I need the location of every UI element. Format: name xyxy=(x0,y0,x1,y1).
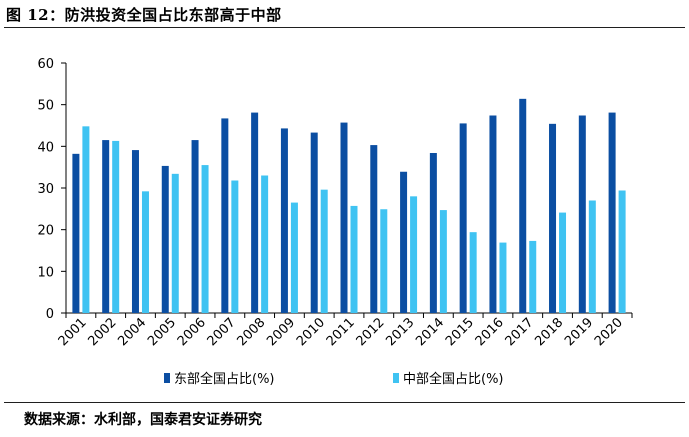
bar-central xyxy=(588,200,596,313)
legend-central-label: 中部全国占比(%) xyxy=(403,371,504,387)
bar-east xyxy=(549,123,557,313)
figure-title: 图 12：防洪投资全国占比东部高于中部 xyxy=(6,6,282,24)
x-tick-label: 2008 xyxy=(234,315,268,349)
x-tick-label: 2012 xyxy=(354,315,388,349)
x-tick-label: 2014 xyxy=(413,315,447,349)
bar-east xyxy=(370,145,378,313)
legend-east-swatch xyxy=(164,373,170,383)
bar-central xyxy=(380,209,388,313)
bar-east xyxy=(161,165,169,313)
bar-east xyxy=(310,132,318,313)
bar-east xyxy=(489,115,497,313)
bars xyxy=(72,98,626,314)
bar-east xyxy=(191,140,199,313)
y-tick-label: 60 xyxy=(37,57,54,72)
bar-east xyxy=(400,171,408,313)
x-tick-label: 2010 xyxy=(294,315,328,349)
x-tick-label: 2005 xyxy=(145,315,179,349)
bar-east xyxy=(72,153,80,313)
x-tick-label: 2001 xyxy=(56,315,90,349)
x-tick-label: 2011 xyxy=(324,315,358,349)
y-tick-label: 20 xyxy=(37,224,54,239)
bar-central xyxy=(439,210,447,313)
bar-central xyxy=(141,191,149,313)
x-tick-label: 2007 xyxy=(205,315,239,349)
bar-central xyxy=(350,205,358,313)
x-axis: 2001200220042005200620072008200920102011… xyxy=(56,312,633,349)
x-tick-label: 2002 xyxy=(86,315,120,349)
bar-east xyxy=(429,153,437,313)
x-tick-label: 2018 xyxy=(532,315,566,349)
bar-central xyxy=(171,173,179,313)
bar-central xyxy=(410,196,418,313)
bar-central xyxy=(201,165,209,313)
bar-central xyxy=(499,242,507,313)
bar-central xyxy=(261,175,269,313)
bar-east xyxy=(102,140,110,313)
x-tick-label: 2015 xyxy=(443,315,477,349)
bar-east xyxy=(221,118,229,314)
legend: 东部全国占比(%) 中部全国占比(%) xyxy=(164,371,504,387)
legend-east-label: 东部全国占比(%) xyxy=(174,371,275,387)
bar-east xyxy=(459,123,467,314)
title-divider xyxy=(4,27,685,28)
bar-central xyxy=(320,189,328,313)
source-note: 数据来源：水利部，国泰君安证券研究 xyxy=(24,412,262,428)
x-tick-label: 2013 xyxy=(383,315,417,349)
y-tick-label: 50 xyxy=(37,99,54,114)
bar-central xyxy=(82,126,90,313)
bar-central xyxy=(618,190,626,313)
bar-east xyxy=(519,98,527,313)
x-tick-label: 2006 xyxy=(175,315,209,349)
source-divider xyxy=(4,402,685,403)
y-tick-label: 30 xyxy=(37,182,54,197)
y-tick-label: 0 xyxy=(46,307,54,322)
bar-east xyxy=(340,122,348,313)
x-tick-label: 2009 xyxy=(264,315,298,349)
x-tick-label: 2019 xyxy=(562,315,596,349)
bar-east xyxy=(608,112,616,313)
bar-central xyxy=(290,202,298,313)
y-tick-label: 40 xyxy=(37,140,54,155)
x-tick-label: 2016 xyxy=(473,315,507,349)
bar-central xyxy=(559,212,567,313)
bar-east xyxy=(280,128,288,313)
bar-east xyxy=(578,115,586,313)
bar-east xyxy=(251,112,259,313)
y-axis: 0 10 20 30 40 50 60 xyxy=(37,57,67,322)
x-tick-label: 2017 xyxy=(503,315,537,349)
x-tick-label: 2020 xyxy=(592,315,626,349)
bar-east xyxy=(131,150,139,313)
bar-central xyxy=(112,140,120,313)
x-tick-label: 2004 xyxy=(115,315,149,349)
y-tick-label: 10 xyxy=(37,265,54,280)
legend-central-swatch xyxy=(393,373,399,383)
bar-central xyxy=(231,180,239,313)
bar-central xyxy=(529,240,537,313)
bar-central xyxy=(469,232,477,313)
